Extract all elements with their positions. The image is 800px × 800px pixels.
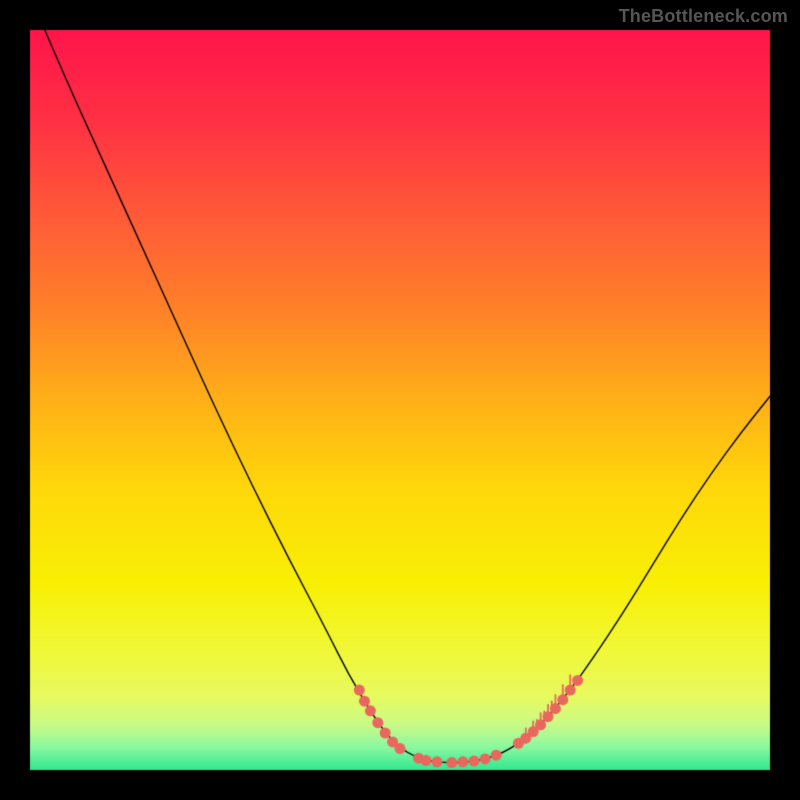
chart-container: TheBottleneck.com (0, 0, 800, 800)
attribution-label: TheBottleneck.com (619, 6, 788, 27)
curve-markers (0, 0, 800, 800)
